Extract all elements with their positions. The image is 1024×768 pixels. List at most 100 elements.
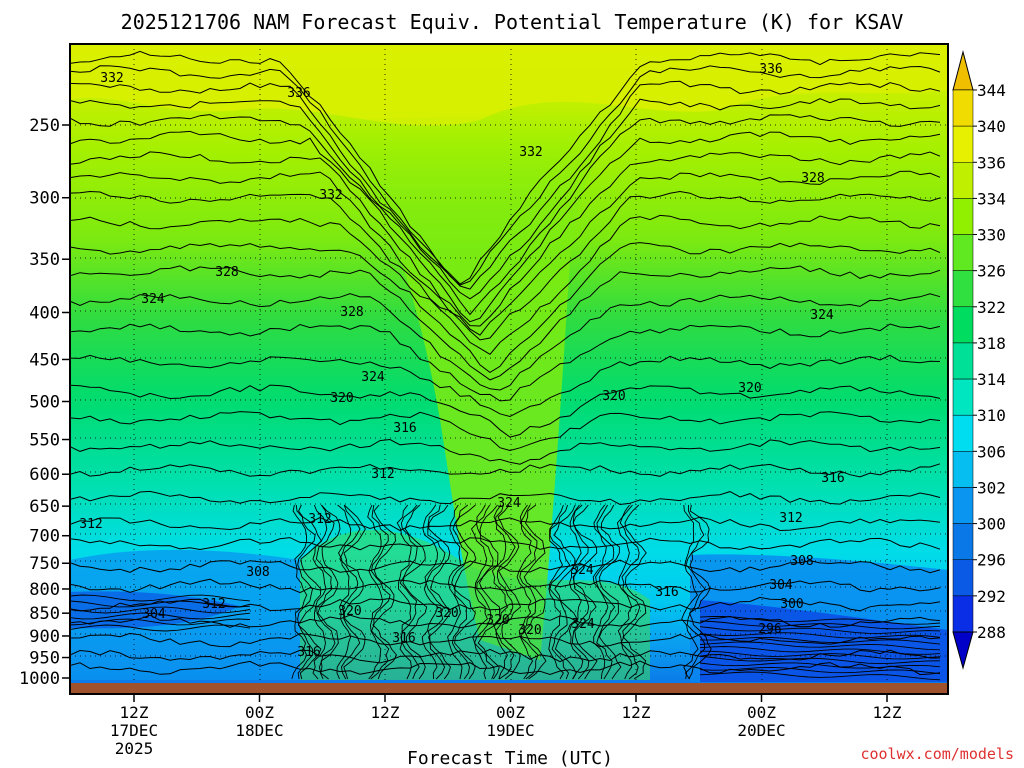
contour-label: 312 [779,511,802,526]
y-tick-label: 250 [29,116,60,136]
colorbar-label: 318 [977,334,1006,353]
contour-label: 316 [392,631,415,646]
cold-core-right [700,600,948,682]
contour-line [70,463,941,478]
y-tick-label: 550 [29,431,60,451]
convective-contour [372,504,398,680]
y-tick-label: 350 [29,250,60,270]
contour-label: 324 [361,370,385,385]
contour-line [70,190,941,341]
convective-contour [497,504,522,680]
contour-label: 300 [780,597,803,612]
x-tick-label: 20DEC [737,721,785,740]
colorbar-band [952,234,974,271]
contour-line [70,214,941,355]
contour-label: 320 [602,389,625,404]
convective-contour [598,504,622,680]
contour-line [70,578,941,594]
contour-line [699,620,941,630]
contour-line [70,151,941,327]
contour-line [70,632,941,648]
dotted-grid [70,44,948,694]
contour-line [699,616,941,625]
contour-line [699,655,941,665]
contour-label: 324 [497,496,521,511]
colorbar-band [952,414,974,452]
colorbar-arrow-top [952,50,974,91]
contour-label: 296 [758,622,781,637]
plot-frame [69,43,949,695]
contour-label: 308 [790,554,813,569]
x-axis-title: Forecast Time (UTC) [407,748,613,768]
y-tick-label: 450 [29,350,60,370]
x-tick-label: 00Z [496,703,525,722]
contour-label: 328 [801,171,824,186]
contour-line [70,612,251,620]
contour-label: 320 [435,606,458,621]
convective-contour [447,504,463,680]
contour-line [699,626,941,634]
colorbar-band [952,125,974,163]
contour-lines [70,50,941,676]
contour-line [699,662,941,669]
convective-contour [343,504,366,680]
colorbar-label: 310 [977,406,1006,425]
colorbar-label: 340 [977,117,1006,136]
y-tick-label: 300 [29,189,60,209]
contour-line [70,438,941,465]
colorbar-label: 330 [977,226,1006,245]
x-tick-label: 19DEC [486,721,534,740]
colorbar-band [952,451,974,488]
colorbar-band [952,270,974,308]
colorbar-band [952,89,974,127]
credit-text: coolwx.com/models [860,745,1014,763]
colorbar-band [952,595,974,633]
colorbar-label: 344 [977,81,1006,100]
convective-contour [295,504,316,680]
contour-line [70,170,941,336]
contour-line [699,671,941,681]
contour-label: 312 [371,467,394,482]
convective-contour [516,504,534,680]
y-tick-label: 850 [29,604,60,624]
x-tick-label: 12Z [873,703,902,722]
colorbar-band [952,559,974,597]
colorbar-band [952,306,974,344]
contour-line [70,614,941,629]
contour-line [70,660,941,676]
contour-line [70,65,941,286]
contour-line [70,354,941,418]
contour-line [70,648,940,664]
colorbar: 344 340 336 334 330 326 322 318 314 310 306 302 300 2… [952,50,1006,670]
contour-label: 320 [518,623,541,638]
convective-contour [421,504,439,680]
colorbar-band [952,198,974,235]
contour-label: 320 [338,604,361,619]
colorbar-label: 334 [977,189,1006,208]
colorbar-band [952,342,974,380]
y-tick-label: 950 [29,649,60,669]
y-tick-label: 400 [29,303,60,323]
plot-area: 332 336 336 332 332 328 328 324 328 324 324 320 320 3… [70,44,948,694]
contour-label: 332 [319,188,342,203]
convective-contour [491,504,509,680]
colorbar-label: 288 [977,623,1006,642]
colorbar-band [952,523,974,560]
contour-label: 316 [297,645,320,660]
contour-line [70,50,941,285]
contour-label: 324 [810,308,834,323]
y-tick-label: 750 [29,554,60,574]
contour-line [70,596,941,612]
colorbar-label: 326 [977,262,1006,281]
contour-line [70,242,941,374]
contour-line [699,632,941,639]
contour-label: 304 [142,607,166,622]
contour-label: 312 [79,517,102,532]
y-tick-label: 650 [29,497,60,517]
x-tick-label: 18DEC [235,721,283,740]
contour-label: 320 [738,381,761,396]
convective-contour [291,504,308,680]
x-tick-label: 00Z [747,703,776,722]
x-tick-label: 2025 [115,739,154,758]
